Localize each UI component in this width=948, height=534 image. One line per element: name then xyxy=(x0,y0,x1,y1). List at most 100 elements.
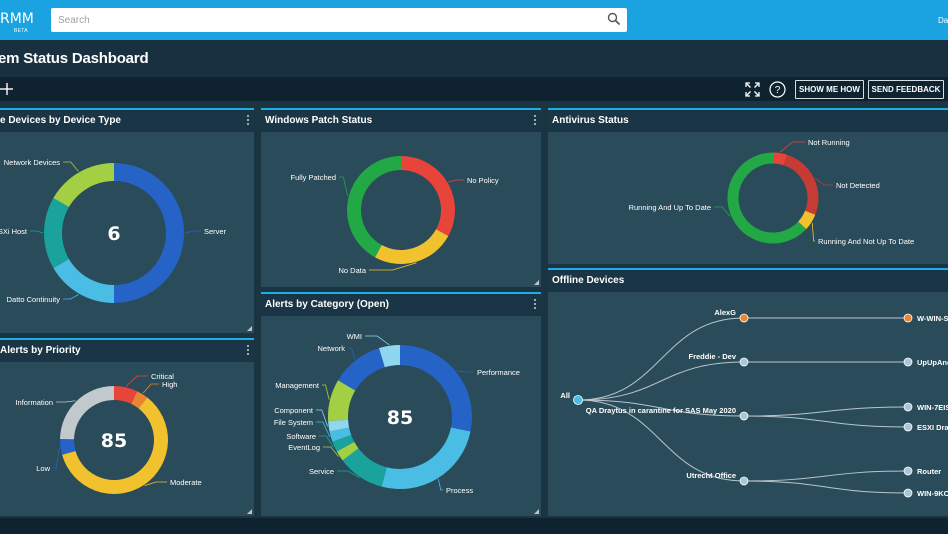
slice-not-running[interactable] xyxy=(773,152,788,166)
resize-handle-icon[interactable] xyxy=(247,509,252,514)
tree-node-router[interactable] xyxy=(903,466,913,476)
svg-text:?: ? xyxy=(775,85,781,96)
tree-node-utrecht-office[interactable] xyxy=(739,476,749,486)
label-moderate: Moderate xyxy=(170,478,202,487)
leader-line xyxy=(316,409,328,427)
label-component: Component xyxy=(274,406,314,415)
tree-node-qa-draytus-in-carantine-for-sas-may-2020[interactable] xyxy=(739,411,749,421)
label-process: Process xyxy=(446,486,473,495)
slice-process[interactable] xyxy=(381,427,471,490)
label-eventlog: EventLog xyxy=(288,443,320,452)
panel-header: Alerts by Category (Open) xyxy=(261,294,541,316)
patch-status-chart: No Policy No Data Fully Patched xyxy=(291,156,499,275)
kebab-menu-icon[interactable] xyxy=(533,114,537,126)
leader-line xyxy=(322,384,330,400)
leader-line xyxy=(323,446,339,457)
priority-total: 85 xyxy=(101,430,127,452)
tree-node-root[interactable] xyxy=(573,395,583,405)
leader-line xyxy=(369,262,417,271)
slice-component[interactable] xyxy=(328,419,350,432)
leader-line xyxy=(142,383,159,394)
show-me-how-button[interactable]: SHOW ME HOW xyxy=(795,80,864,99)
leader-line xyxy=(337,470,360,478)
tree-node-win-9ko[interactable] xyxy=(903,488,913,498)
offline-devices-tree: AlexG W-WIN-S Freddie - Dev UpUpAnd QA Drayt… xyxy=(560,308,948,498)
slice-network[interactable] xyxy=(338,348,385,391)
tree-label-qa-draytus-in-carantine-for-sas-may-2020: QA Draytus in carantine for SAS May 2020 xyxy=(586,406,736,415)
brand-logo[interactable]: RMM xyxy=(0,11,34,27)
slice-file-system[interactable] xyxy=(329,427,352,442)
panel-header: Windows Patch Status xyxy=(261,110,541,132)
slice-high[interactable] xyxy=(131,391,148,409)
search-input[interactable] xyxy=(51,8,627,32)
label-running-and-up-to-date: Running And Up To Date xyxy=(629,203,711,212)
leader-line xyxy=(316,421,331,438)
leader-line xyxy=(30,230,44,234)
panel-alerts-priority: Alerts by Priority Critical High Moderate L… xyxy=(0,338,254,516)
search-icon[interactable] xyxy=(607,12,621,26)
tree-node-freddie-dev[interactable] xyxy=(739,357,749,367)
tree-node-alexg[interactable] xyxy=(739,313,749,323)
kebab-menu-icon[interactable] xyxy=(533,298,537,310)
slice-service[interactable] xyxy=(342,448,387,487)
title-bar xyxy=(0,40,948,77)
user-menu[interactable]: Da xyxy=(938,16,948,25)
slice-performance[interactable] xyxy=(400,345,472,432)
label-not-detected: Not Detected xyxy=(836,181,880,190)
leader-line xyxy=(63,161,79,172)
panel-title: Alerts by Priority xyxy=(0,345,81,356)
tree-node-win-7eis[interactable] xyxy=(903,402,913,412)
brand-beta-badge: BETA xyxy=(14,28,28,34)
tree-node-upupand[interactable] xyxy=(903,357,913,367)
slice-software[interactable] xyxy=(332,434,355,452)
resize-handle-icon[interactable] xyxy=(247,326,252,331)
slice-server[interactable] xyxy=(114,163,184,303)
slice-critical[interactable] xyxy=(114,386,138,404)
leader-line xyxy=(456,370,474,373)
leader-line xyxy=(319,435,334,448)
slice-running-and-up-to-date[interactable] xyxy=(727,152,807,244)
label-service: Service xyxy=(309,467,334,476)
resize-handle-icon[interactable] xyxy=(534,509,539,514)
panel-header: e Devices by Device Type xyxy=(0,110,254,132)
slice-running-and-not-up-to-date[interactable] xyxy=(798,210,816,230)
leader-line xyxy=(365,335,390,346)
slice-information[interactable] xyxy=(60,386,114,440)
panel-header: Alerts by Priority xyxy=(0,340,254,362)
expand-icon[interactable] xyxy=(745,82,760,97)
slice-moderate[interactable] xyxy=(62,397,169,495)
tree-label-esxi-dray: ESXI Dray xyxy=(917,423,948,432)
bottom-strip xyxy=(0,518,948,534)
panel-alerts-category: Alerts by Category (Open) Performance Pro… xyxy=(261,292,541,516)
label-management: Management xyxy=(275,381,320,390)
slice-eventlog[interactable] xyxy=(336,441,359,461)
page-title: em Status Dashboard xyxy=(0,50,149,67)
resize-handle-icon[interactable] xyxy=(534,280,539,285)
slice-esxi-host[interactable] xyxy=(44,198,69,268)
kebab-menu-icon[interactable] xyxy=(246,344,250,356)
send-feedback-button[interactable]: SEND FEEDBACK xyxy=(868,80,944,99)
tree-node-esxi-dray[interactable] xyxy=(903,422,913,432)
tree-label-utrecht-office: Utrecht Office xyxy=(686,471,736,480)
label-file-system: File System xyxy=(274,418,313,427)
panel-title: e Devices by Device Type xyxy=(0,115,121,126)
slice-management[interactable] xyxy=(328,380,356,421)
kebab-menu-icon[interactable] xyxy=(246,114,250,126)
tree-node-w-win-s[interactable] xyxy=(903,313,913,323)
help-icon[interactable]: ? xyxy=(769,81,786,98)
slice-fully-patched[interactable] xyxy=(346,156,401,258)
leader-line xyxy=(714,206,731,217)
panel-title: Offline Devices xyxy=(552,275,625,286)
slice-no-policy[interactable] xyxy=(401,156,455,237)
slice-wmi[interactable] xyxy=(379,345,400,368)
label-server: Server xyxy=(204,227,227,236)
slice-datto-continuity[interactable] xyxy=(53,259,114,303)
label-low: Low xyxy=(36,464,50,473)
slice-network-devices[interactable] xyxy=(53,163,114,207)
tree-link xyxy=(743,415,909,428)
slice-low[interactable] xyxy=(60,439,76,455)
slice-not-detected[interactable] xyxy=(783,154,819,215)
slice-no-data[interactable] xyxy=(374,229,449,264)
plus-icon[interactable] xyxy=(0,82,14,96)
